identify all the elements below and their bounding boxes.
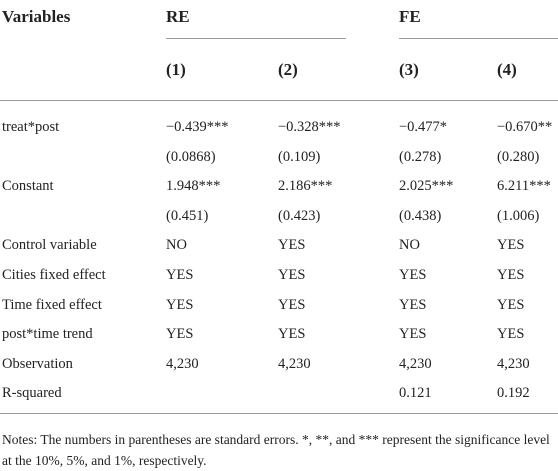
row-label: Constant — [2, 178, 54, 195]
column-header: (1) — [166, 60, 186, 79]
cell: YES — [166, 296, 194, 313]
row-label: Cities fixed effect — [2, 267, 106, 283]
header-rule — [0, 100, 558, 101]
cell: YES — [399, 326, 427, 343]
cell: −0.670** — [497, 119, 553, 135]
cell: (0.278) — [399, 148, 442, 165]
cell: YES — [497, 267, 525, 283]
cell: YES — [166, 267, 194, 283]
cell: YES — [278, 267, 306, 283]
cell: 2.186*** — [278, 178, 333, 195]
row-label: R-squared — [2, 385, 62, 402]
row-label: Time fixed effect — [2, 296, 102, 313]
cell: 6.211*** — [497, 178, 551, 195]
row-label: post*time trend — [2, 326, 93, 343]
cell: (0.438) — [399, 207, 442, 224]
group-rule — [399, 38, 558, 39]
cell: (0.0868) — [166, 148, 216, 165]
column-header: (2) — [278, 60, 298, 79]
cell: YES — [278, 326, 306, 343]
notes: Notes: The numbers in parentheses are st… — [2, 432, 550, 468]
cell: YES — [497, 296, 525, 313]
column-header: (4) — [497, 60, 517, 79]
cell: NO — [166, 237, 187, 254]
cell: 4,230 — [278, 355, 311, 372]
cell: 0.192 — [497, 385, 530, 402]
group-rule — [166, 38, 346, 39]
cell: (0.451) — [166, 207, 209, 224]
cell: (0.280) — [497, 148, 540, 165]
cell: NO — [399, 237, 420, 254]
cell: (0.423) — [278, 207, 321, 224]
cell: 2.025*** — [399, 178, 454, 195]
cell: YES — [399, 267, 427, 283]
cell: YES — [278, 237, 306, 254]
row-label: Control variable — [2, 237, 97, 254]
row-label: treat*post — [2, 119, 60, 135]
cell: YES — [166, 326, 194, 343]
cell: (1.006) — [497, 207, 540, 224]
cell: YES — [399, 296, 427, 313]
cell: −0.328*** — [278, 119, 341, 135]
cell: 0.121 — [399, 385, 432, 402]
cell: −0.439*** — [166, 119, 229, 135]
group-header: RE — [166, 7, 190, 26]
bottom-rule — [0, 413, 558, 414]
column-header: (3) — [399, 60, 419, 79]
row-label: Observation — [2, 355, 73, 372]
cell: 4,230 — [166, 355, 199, 372]
cell: YES — [497, 326, 525, 343]
cell: −0.477* — [399, 119, 448, 135]
cell: (0.109) — [278, 148, 321, 165]
cell: 1.948*** — [166, 178, 221, 195]
cell: 4,230 — [399, 355, 432, 372]
cell: YES — [497, 237, 525, 254]
group-header: FE — [399, 7, 421, 26]
header-variables: Variables — [2, 7, 71, 26]
cell: YES — [278, 296, 306, 313]
cell: 4,230 — [497, 355, 530, 372]
